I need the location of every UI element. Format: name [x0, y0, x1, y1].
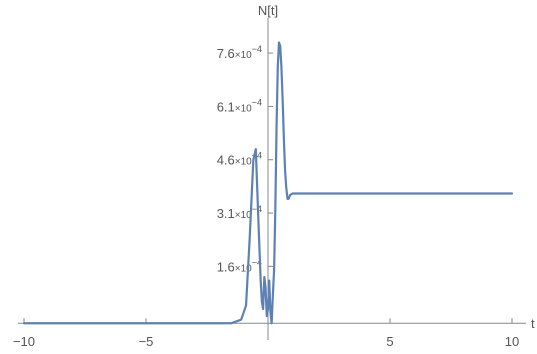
y-tick-mantissa: 4.6 [217, 153, 235, 168]
y-tick-exponent: −4 [252, 44, 262, 54]
y-tick-label: 7.6×10−4 [217, 44, 262, 61]
x-ticks: −10 −5 5 10 [13, 318, 519, 349]
y-tick-times: ×10 [235, 103, 252, 114]
y-tick-exponent: −4 [252, 257, 262, 267]
y-tick-mantissa: 6.1 [217, 99, 235, 114]
x-tick-label: −10 [13, 334, 35, 349]
y-tick-times: ×10 [235, 50, 252, 61]
y-tick-times: ×10 [235, 263, 252, 274]
x-tick-label: 5 [386, 334, 393, 349]
y-tick-mantissa: 3.1 [217, 206, 235, 221]
y-tick-label: 3.1×10−4 [217, 204, 262, 221]
y-tick-mantissa: 7.6 [217, 46, 235, 61]
x-tick-label: −5 [139, 334, 154, 349]
series-layer [22, 41, 514, 325]
y-ticks: 1.6×10−43.1×10−44.6×10−46.1×10−47.6×10−4 [217, 44, 273, 274]
y-axis-label: N[t] [258, 3, 278, 18]
y-tick-label: 6.1×10−4 [217, 97, 262, 114]
y-tick-times: ×10 [235, 157, 252, 168]
series-line [22, 41, 514, 325]
y-tick-exponent: −4 [252, 97, 262, 107]
y-tick-times: ×10 [235, 210, 252, 221]
x-axis-label: t [531, 316, 535, 331]
y-tick-mantissa: 1.6 [217, 259, 235, 274]
x-tick-label: 10 [505, 334, 519, 349]
y-tick-label: 1.6×10−4 [217, 257, 262, 274]
